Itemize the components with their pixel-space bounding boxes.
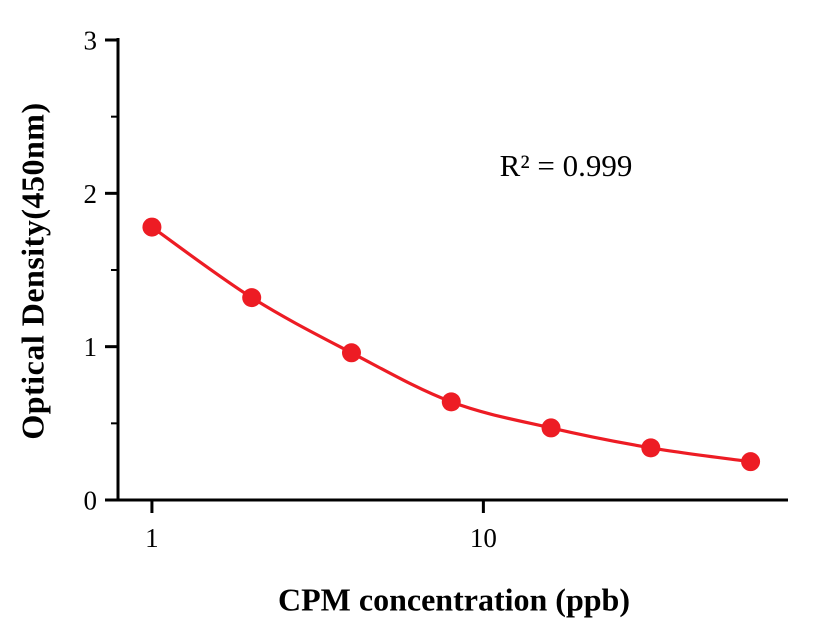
axis-spines (116, 38, 788, 502)
y-tick-label: 2 (84, 179, 98, 209)
data-point (541, 418, 561, 438)
tick-labels: 0 1 2 3 1 10 (84, 25, 497, 553)
x-tick-label: 10 (470, 523, 497, 553)
data-point (142, 217, 162, 237)
data-point (441, 392, 461, 412)
fit-curve-path (150, 225, 753, 464)
y-tick-label: 1 (84, 332, 98, 362)
data-point (641, 438, 661, 458)
y-tick-label: 3 (84, 25, 98, 55)
x-tick-label: 1 (145, 523, 159, 553)
r-squared-annotation: R² = 0.999 (499, 148, 633, 183)
data-point (341, 343, 361, 363)
y-axis-title: Optical Density(450nm) (14, 102, 51, 440)
data-points (142, 217, 761, 472)
axis-ticks (105, 38, 485, 513)
y-tick-label: 0 (84, 485, 98, 515)
data-point (741, 452, 761, 472)
fit-curve (150, 225, 753, 464)
data-point (242, 288, 262, 308)
x-axis-title: CPM concentration (ppb) (278, 581, 630, 618)
